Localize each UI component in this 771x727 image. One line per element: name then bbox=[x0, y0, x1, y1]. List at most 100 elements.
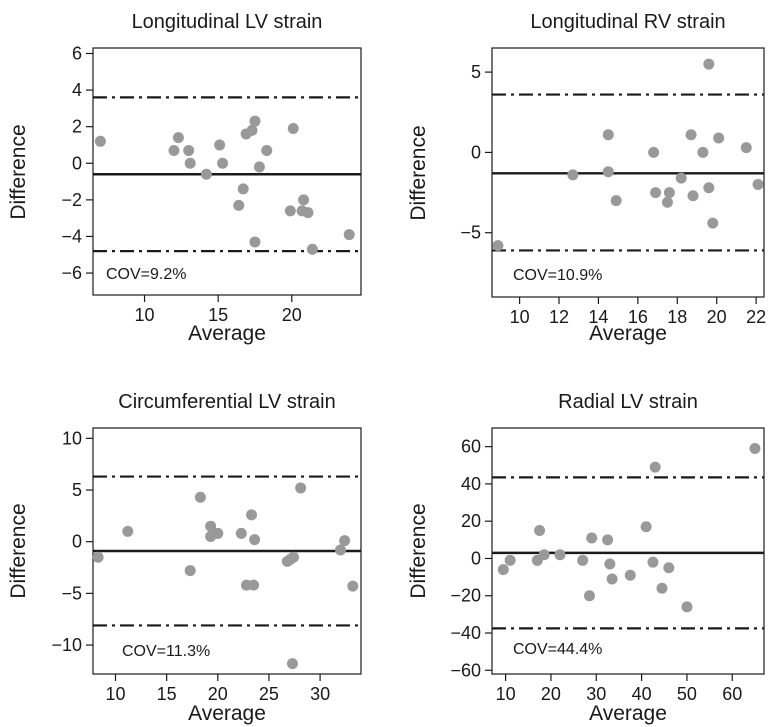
data-point bbox=[287, 551, 299, 563]
x-tick-label: 12 bbox=[549, 307, 569, 327]
x-tick-label: 20 bbox=[208, 684, 228, 704]
panel-title: Longitudinal LV strain bbox=[132, 11, 323, 33]
data-point bbox=[586, 532, 598, 544]
y-axis-label: Difference bbox=[7, 503, 30, 598]
plot-frame bbox=[92, 47, 362, 296]
y-tick-label: −2 bbox=[61, 190, 82, 210]
x-tick-label: 20 bbox=[541, 684, 561, 704]
data-point bbox=[703, 58, 715, 70]
data-point bbox=[339, 535, 351, 547]
data-point bbox=[567, 169, 579, 181]
data-point bbox=[347, 580, 359, 592]
x-tick-label: 14 bbox=[588, 307, 608, 327]
data-point bbox=[249, 115, 261, 127]
data-point bbox=[217, 157, 229, 169]
data-point bbox=[687, 190, 699, 202]
data-point bbox=[534, 525, 546, 536]
data-point bbox=[697, 146, 709, 158]
y-tick-label: 5 bbox=[72, 480, 82, 500]
x-tick-label: 30 bbox=[586, 684, 606, 704]
data-point bbox=[302, 207, 314, 219]
y-axis-label: Difference bbox=[407, 125, 430, 220]
y-tick-label: −60 bbox=[450, 660, 481, 680]
data-point bbox=[246, 509, 258, 521]
panel-title: Longitudinal RV strain bbox=[530, 11, 725, 33]
panel-circumferential-lv: Circumferential LV strain 10 15 20 25 30 −10 −… bbox=[7, 391, 362, 725]
y-tick-label: 60 bbox=[461, 437, 481, 457]
y-tick-label: 2 bbox=[72, 117, 82, 137]
y-tick-label: 6 bbox=[72, 43, 82, 63]
data-point bbox=[663, 562, 675, 574]
x-tick-label: 40 bbox=[632, 684, 652, 704]
reference-lines bbox=[93, 475, 361, 627]
data-point bbox=[749, 443, 761, 454]
tick-group: 10 15 20 −6 −4 −2 0 2 4 6 bbox=[61, 43, 301, 325]
y-tick-label: −20 bbox=[450, 586, 481, 606]
data-point bbox=[214, 139, 226, 151]
panel-title: Radial LV strain bbox=[558, 391, 698, 413]
y-tick-label: 4 bbox=[72, 80, 82, 100]
x-tick-label: 15 bbox=[208, 305, 228, 325]
x-tick-label: 10 bbox=[496, 684, 516, 704]
y-axis-label: Difference bbox=[7, 124, 30, 219]
panel-longitudinal-rv: Longitudinal RV strain 10 12 14 16 18 20 22 −5 0… bbox=[407, 11, 766, 345]
x-tick-label: 20 bbox=[282, 305, 302, 325]
data-point bbox=[235, 527, 247, 539]
data-point bbox=[504, 554, 516, 566]
data-point bbox=[212, 527, 224, 539]
y-tick-label: 5 bbox=[471, 62, 481, 82]
x-tick-label: 16 bbox=[628, 307, 648, 327]
y-tick-label: −5 bbox=[61, 583, 82, 603]
data-point bbox=[200, 168, 212, 180]
x-axis-label: Average bbox=[589, 702, 667, 725]
y-tick-label: 0 bbox=[471, 142, 481, 162]
data-point bbox=[249, 534, 261, 546]
panel-radial-lv: Radial LV strain 10 20 30 40 50 60 −60 −40 −20 0 2… bbox=[407, 391, 765, 725]
data-point bbox=[284, 205, 296, 217]
data-point bbox=[306, 243, 318, 255]
data-point bbox=[538, 549, 550, 561]
y-tick-label: 0 bbox=[72, 153, 82, 173]
data-point bbox=[295, 482, 307, 494]
tick-group: 10 12 14 16 18 20 22 −5 0 5 bbox=[460, 62, 766, 327]
x-tick-label: 22 bbox=[746, 307, 766, 327]
data-point bbox=[602, 129, 614, 141]
data-point bbox=[248, 579, 260, 591]
x-tick-label: 20 bbox=[707, 307, 727, 327]
data-point bbox=[624, 569, 636, 581]
data-point bbox=[752, 179, 764, 191]
y-tick-label: 40 bbox=[461, 474, 481, 494]
x-axis-label: Average bbox=[188, 702, 266, 725]
data-point bbox=[172, 132, 184, 144]
x-tick-label: 60 bbox=[722, 684, 742, 704]
data-point bbox=[237, 183, 249, 195]
x-tick-label: 50 bbox=[677, 684, 697, 704]
data-point bbox=[168, 144, 180, 156]
x-axis-label: Average bbox=[589, 322, 667, 345]
x-tick-label: 18 bbox=[667, 307, 687, 327]
data-point bbox=[713, 132, 725, 144]
data-point bbox=[184, 565, 196, 577]
data-point bbox=[610, 195, 622, 207]
data-point bbox=[122, 525, 134, 537]
data-point bbox=[606, 573, 618, 585]
data-point bbox=[648, 146, 660, 158]
y-tick-label: −5 bbox=[460, 223, 481, 243]
data-point bbox=[183, 144, 195, 156]
data-points bbox=[92, 482, 359, 670]
y-tick-label: 20 bbox=[461, 511, 481, 531]
data-point bbox=[663, 187, 675, 199]
data-point bbox=[92, 551, 104, 563]
data-point bbox=[602, 166, 614, 178]
data-point bbox=[205, 520, 217, 532]
data-point bbox=[194, 491, 206, 503]
data-point bbox=[261, 144, 273, 156]
data-point bbox=[640, 521, 652, 533]
data-point bbox=[233, 199, 245, 211]
reference-lines bbox=[492, 93, 764, 252]
panel-title: Circumferential LV strain bbox=[118, 391, 335, 413]
data-point bbox=[492, 240, 504, 252]
data-point bbox=[335, 544, 347, 556]
tick-group: 10 20 30 40 50 60 −60 −40 −20 0 20 40 60 bbox=[450, 437, 742, 704]
x-tick-label: 10 bbox=[510, 307, 530, 327]
